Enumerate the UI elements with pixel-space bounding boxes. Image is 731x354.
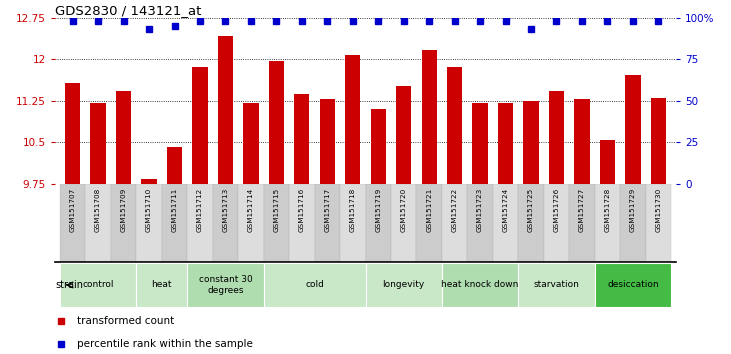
Bar — [651, 98, 666, 184]
Bar — [518, 263, 595, 307]
Text: GSM151721: GSM151721 — [426, 188, 432, 232]
Text: constant 30
degrees: constant 30 degrees — [199, 275, 252, 295]
Bar — [595, 184, 620, 262]
Text: GSM151720: GSM151720 — [401, 188, 406, 232]
Text: GSM151726: GSM151726 — [553, 188, 559, 232]
Text: GSM151713: GSM151713 — [222, 188, 229, 232]
Text: GSM151727: GSM151727 — [579, 188, 585, 232]
Bar — [523, 101, 539, 184]
Bar — [549, 91, 564, 184]
Bar — [569, 184, 595, 262]
Bar — [269, 61, 284, 184]
Bar — [472, 103, 488, 184]
Bar — [620, 184, 645, 262]
Bar — [60, 263, 136, 307]
Text: GSM151710: GSM151710 — [146, 188, 152, 232]
Bar — [60, 184, 86, 262]
Bar — [345, 56, 360, 184]
Bar — [238, 184, 264, 262]
Bar — [340, 184, 366, 262]
Bar — [289, 184, 314, 262]
Bar — [136, 263, 187, 307]
Bar — [167, 147, 182, 184]
Bar — [192, 67, 208, 184]
Bar — [366, 184, 391, 262]
Text: longevity: longevity — [382, 280, 425, 290]
Text: GSM151718: GSM151718 — [349, 188, 356, 232]
Text: GSM151722: GSM151722 — [452, 188, 458, 232]
Bar — [294, 94, 309, 184]
Text: GSM151729: GSM151729 — [630, 188, 636, 232]
Text: desiccation: desiccation — [607, 280, 659, 290]
Text: GSM151728: GSM151728 — [605, 188, 610, 232]
Bar — [65, 82, 80, 184]
Text: GSM151724: GSM151724 — [502, 188, 509, 232]
Text: GSM151717: GSM151717 — [325, 188, 330, 232]
Bar — [243, 103, 259, 184]
Text: GSM151709: GSM151709 — [121, 188, 126, 232]
Text: percentile rank within the sample: percentile rank within the sample — [77, 339, 252, 349]
Bar — [498, 103, 513, 184]
Text: starvation: starvation — [534, 280, 580, 290]
Text: GSM151716: GSM151716 — [299, 188, 305, 232]
Bar — [518, 184, 544, 262]
Text: GSM151723: GSM151723 — [477, 188, 483, 232]
Bar — [111, 184, 136, 262]
Bar — [417, 184, 442, 262]
Text: GSM151711: GSM151711 — [172, 188, 178, 232]
Bar — [162, 184, 187, 262]
Bar — [391, 184, 417, 262]
Bar — [442, 263, 518, 307]
Bar — [595, 263, 671, 307]
Text: GDS2830 / 143121_at: GDS2830 / 143121_at — [55, 4, 201, 17]
Bar — [314, 184, 340, 262]
Text: control: control — [83, 280, 114, 290]
Text: heat knock down: heat knock down — [442, 280, 519, 290]
Bar — [625, 75, 640, 184]
Bar — [218, 36, 233, 184]
Bar — [366, 263, 442, 307]
Bar — [447, 67, 462, 184]
Text: GSM151707: GSM151707 — [69, 188, 75, 232]
Text: transformed count: transformed count — [77, 316, 174, 326]
Text: GSM151715: GSM151715 — [273, 188, 279, 232]
Bar — [187, 184, 213, 262]
Bar — [264, 184, 289, 262]
Text: GSM151719: GSM151719 — [375, 188, 382, 232]
Bar — [645, 184, 671, 262]
Bar — [493, 184, 518, 262]
Text: GSM151730: GSM151730 — [656, 188, 662, 232]
Bar — [319, 99, 335, 184]
Bar — [396, 86, 412, 184]
Bar — [422, 50, 437, 184]
Bar — [136, 184, 162, 262]
Bar — [86, 184, 111, 262]
Bar — [442, 184, 467, 262]
Bar — [575, 99, 590, 184]
Bar — [91, 103, 106, 184]
Text: strain: strain — [56, 280, 83, 290]
Bar — [213, 184, 238, 262]
Text: GSM151725: GSM151725 — [528, 188, 534, 232]
Text: GSM151712: GSM151712 — [197, 188, 203, 232]
Bar — [116, 91, 132, 184]
Bar — [467, 184, 493, 262]
Bar — [141, 178, 156, 184]
Text: cold: cold — [305, 280, 324, 290]
Text: GSM151708: GSM151708 — [95, 188, 101, 232]
Bar — [264, 263, 366, 307]
Bar — [371, 109, 386, 184]
Bar — [187, 263, 264, 307]
Bar — [599, 140, 615, 184]
Text: heat: heat — [151, 280, 172, 290]
Text: GSM151714: GSM151714 — [248, 188, 254, 232]
Bar — [544, 184, 569, 262]
